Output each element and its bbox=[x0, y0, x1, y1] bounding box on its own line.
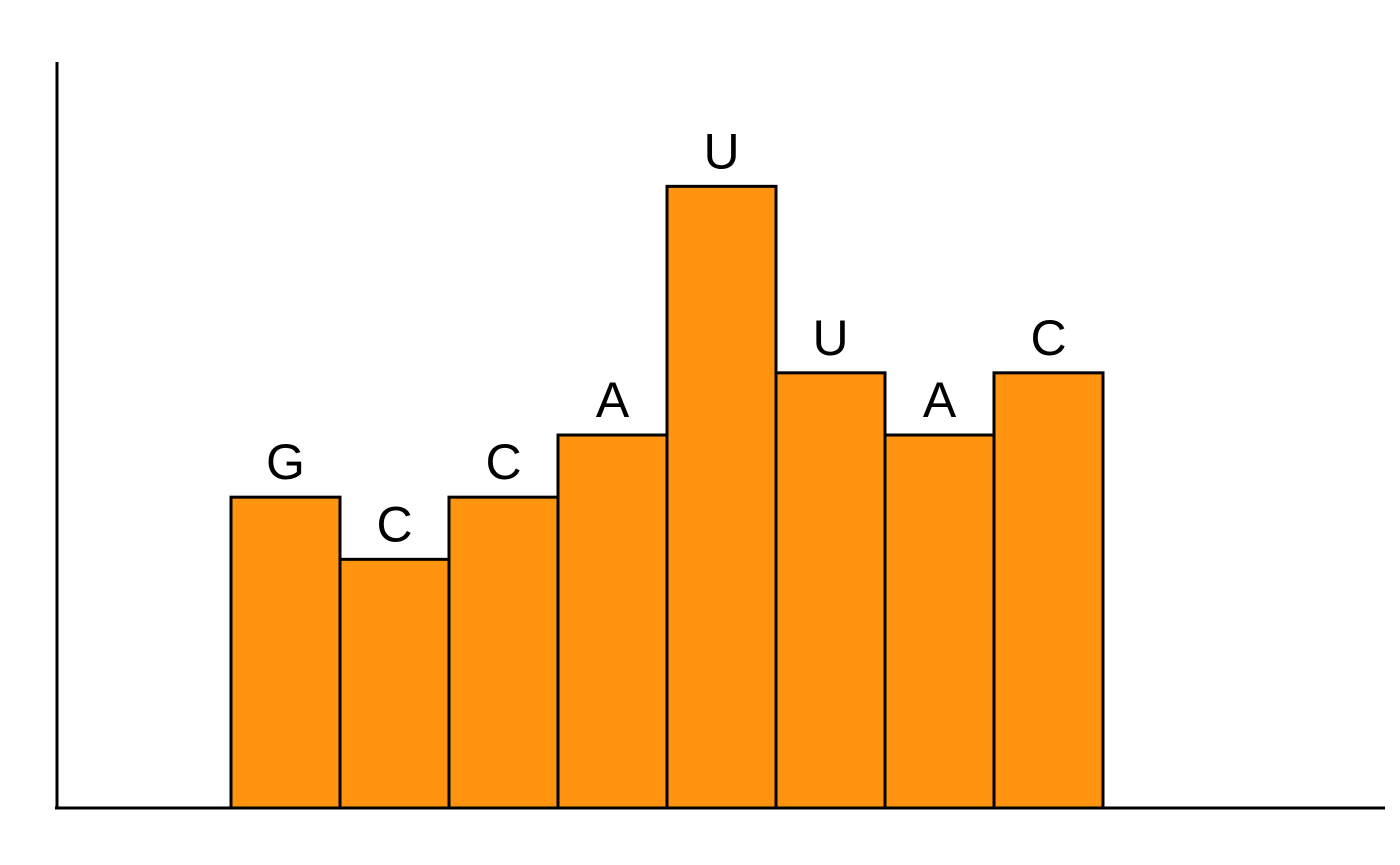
bar-label-2: C bbox=[376, 496, 412, 552]
bar-3 bbox=[447, 495, 560, 810]
bar-7 bbox=[883, 433, 996, 810]
bar-label-6: U bbox=[812, 310, 848, 366]
bars-group bbox=[229, 184, 1105, 810]
bar-5 bbox=[665, 184, 778, 810]
bar-label-8: C bbox=[1030, 310, 1066, 366]
bar-labels-group: G C C A U U A C bbox=[266, 123, 1067, 552]
bar-1 bbox=[229, 495, 342, 810]
bar-label-1: G bbox=[266, 434, 305, 490]
bar-8 bbox=[992, 371, 1105, 810]
bar-label-4: A bbox=[596, 372, 630, 428]
bar-4 bbox=[556, 433, 669, 810]
bar-label-7: A bbox=[923, 372, 957, 428]
bar-6 bbox=[774, 371, 887, 810]
bar-label-3: C bbox=[485, 434, 521, 490]
bar-label-5: U bbox=[703, 123, 739, 179]
bar-2 bbox=[338, 557, 451, 810]
